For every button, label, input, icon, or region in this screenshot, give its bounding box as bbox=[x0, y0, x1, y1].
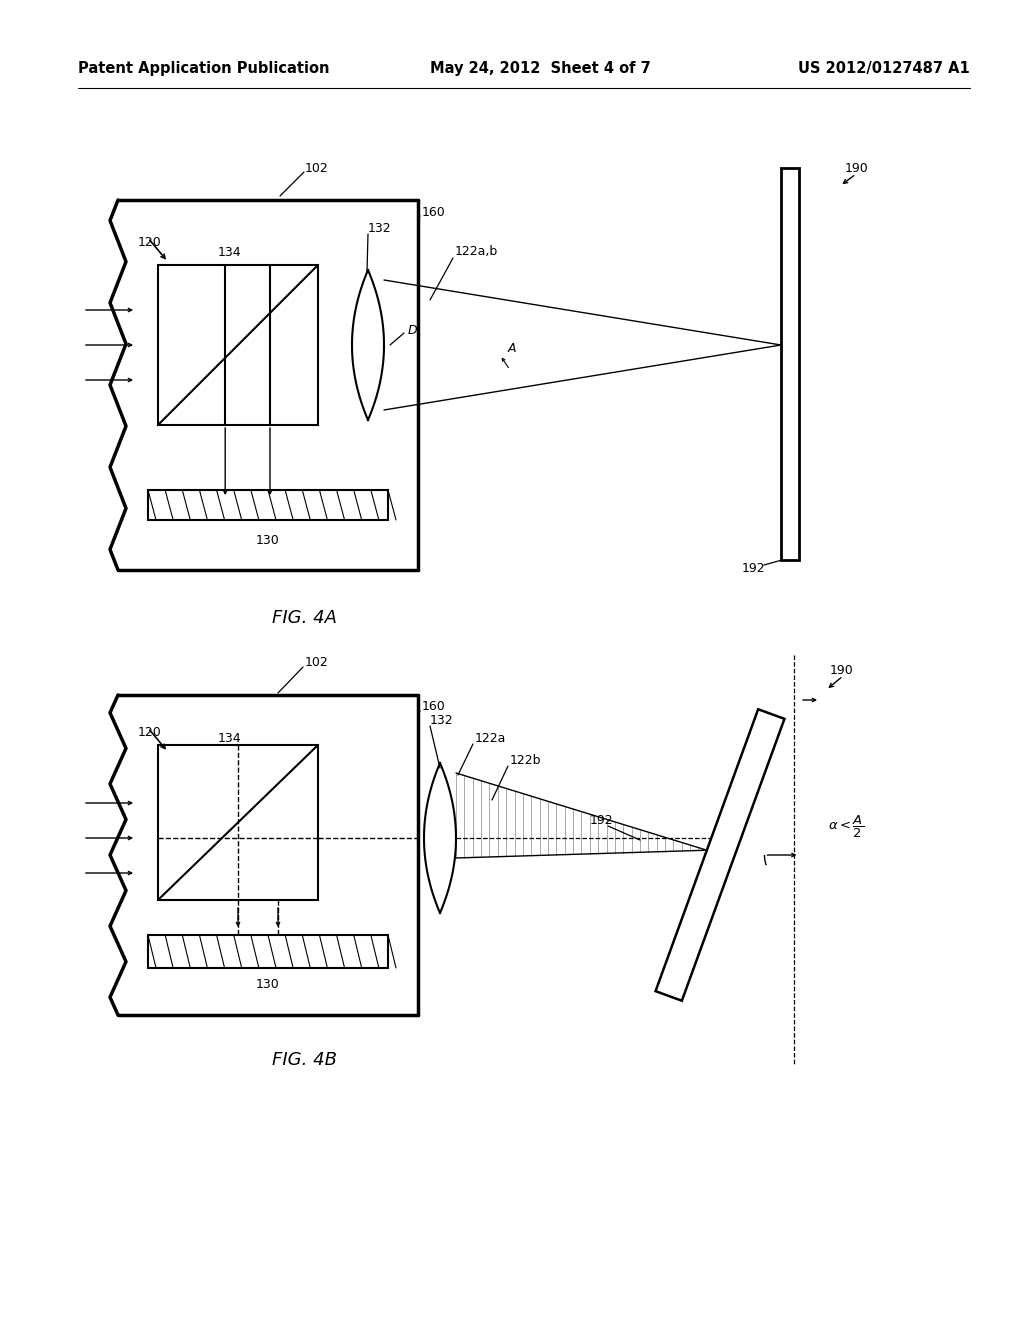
Text: US 2012/0127487 A1: US 2012/0127487 A1 bbox=[799, 61, 970, 75]
Text: 102: 102 bbox=[305, 656, 329, 668]
Text: $\alpha < \dfrac{A}{2}$: $\alpha < \dfrac{A}{2}$ bbox=[828, 814, 864, 840]
Text: 134: 134 bbox=[218, 731, 242, 744]
Text: D: D bbox=[408, 323, 418, 337]
Text: A: A bbox=[508, 342, 516, 355]
Text: 122b: 122b bbox=[510, 754, 542, 767]
Text: 132: 132 bbox=[368, 222, 391, 235]
Text: 192: 192 bbox=[590, 813, 613, 826]
Text: 134: 134 bbox=[218, 247, 242, 260]
Bar bbox=[781, 168, 799, 560]
Text: 130: 130 bbox=[256, 533, 280, 546]
Text: 122a,b: 122a,b bbox=[455, 246, 499, 259]
Text: Patent Application Publication: Patent Application Publication bbox=[78, 61, 330, 75]
Text: 190: 190 bbox=[845, 161, 868, 174]
Text: 102: 102 bbox=[305, 161, 329, 174]
Text: 160: 160 bbox=[422, 206, 445, 219]
Bar bbox=[158, 744, 318, 900]
Bar bbox=[148, 935, 388, 968]
Text: 120: 120 bbox=[138, 726, 162, 738]
Text: 120: 120 bbox=[138, 235, 162, 248]
Text: 190: 190 bbox=[830, 664, 854, 676]
Text: 160: 160 bbox=[422, 701, 445, 714]
Text: 130: 130 bbox=[256, 978, 280, 991]
Text: May 24, 2012  Sheet 4 of 7: May 24, 2012 Sheet 4 of 7 bbox=[430, 61, 650, 75]
Bar bbox=[148, 490, 388, 520]
Text: FIG. 4A: FIG. 4A bbox=[272, 609, 338, 627]
Text: 192: 192 bbox=[742, 561, 766, 574]
Polygon shape bbox=[655, 709, 784, 1001]
Text: 132: 132 bbox=[430, 714, 454, 726]
Text: FIG. 4B: FIG. 4B bbox=[272, 1051, 338, 1069]
Bar bbox=[158, 265, 318, 425]
Text: 122a: 122a bbox=[475, 731, 507, 744]
